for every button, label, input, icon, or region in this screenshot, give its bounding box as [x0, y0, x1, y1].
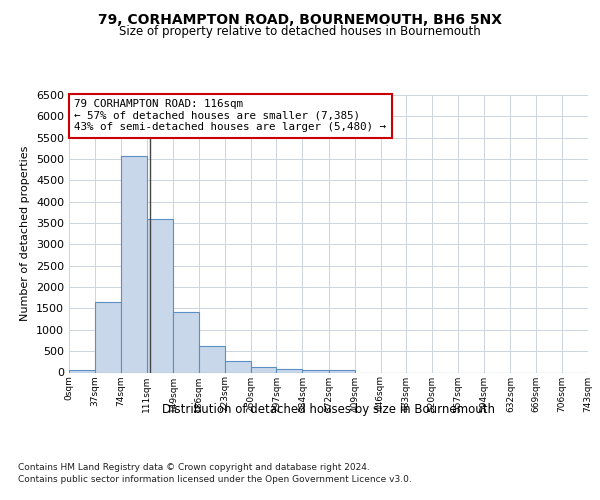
Text: 79, CORHAMPTON ROAD, BOURNEMOUTH, BH6 5NX: 79, CORHAMPTON ROAD, BOURNEMOUTH, BH6 5N… — [98, 12, 502, 26]
Y-axis label: Number of detached properties: Number of detached properties — [20, 146, 31, 322]
Bar — [69, 370, 95, 372]
Bar — [121, 156, 146, 372]
Bar — [225, 360, 251, 372]
Text: 79 CORHAMPTON ROAD: 116sqm
← 57% of detached houses are smaller (7,385)
43% of s: 79 CORHAMPTON ROAD: 116sqm ← 57% of deta… — [74, 99, 386, 132]
Bar — [146, 219, 173, 372]
Bar — [302, 370, 329, 372]
Text: Contains HM Land Registry data © Crown copyright and database right 2024.: Contains HM Land Registry data © Crown c… — [18, 462, 370, 471]
Bar — [95, 302, 121, 372]
Bar — [329, 370, 355, 372]
Text: Distribution of detached houses by size in Bournemouth: Distribution of detached houses by size … — [162, 402, 496, 415]
Bar — [277, 368, 302, 372]
Text: Contains public sector information licensed under the Open Government Licence v3: Contains public sector information licen… — [18, 475, 412, 484]
Bar — [251, 367, 277, 372]
Bar — [173, 312, 199, 372]
Text: Size of property relative to detached houses in Bournemouth: Size of property relative to detached ho… — [119, 25, 481, 38]
Bar — [199, 346, 225, 372]
